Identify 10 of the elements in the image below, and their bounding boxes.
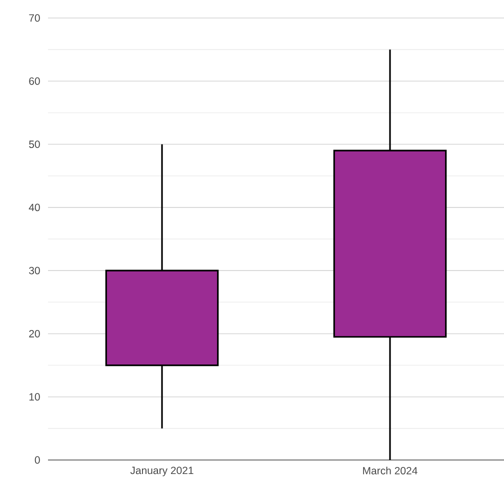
y-tick-label: 50 (29, 140, 40, 148)
y-tick-label: 60 (29, 77, 40, 85)
x-tick-label: March 2024 (363, 466, 418, 474)
x-tick-label: January 2021 (130, 466, 194, 476)
y-tick-label: 20 (29, 330, 40, 338)
y-tick-label: 70 (29, 14, 40, 22)
y-tick-label: 10 (29, 393, 40, 401)
y-tick-label: 0 (34, 456, 40, 464)
y-tick-label: 30 (29, 266, 40, 274)
y-tick-label: 40 (28, 204, 40, 212)
